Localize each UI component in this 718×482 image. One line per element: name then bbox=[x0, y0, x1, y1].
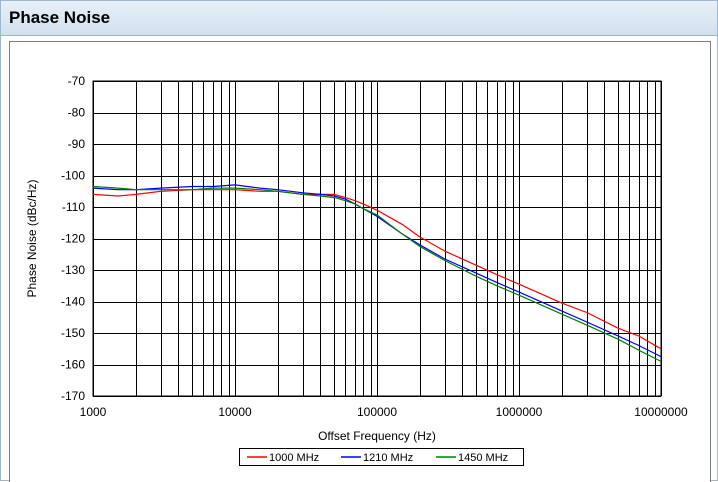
series-line-3 bbox=[92, 185, 662, 362]
series-line-1 bbox=[92, 189, 662, 350]
y-tick-label: -110 bbox=[62, 200, 85, 214]
y-tick-label: -90 bbox=[68, 137, 86, 151]
y-tick-label: -140 bbox=[61, 295, 85, 309]
y-tick-label: -120 bbox=[61, 232, 85, 246]
legend-box bbox=[239, 448, 524, 466]
x-tick-label: 10000 bbox=[218, 405, 252, 419]
chart-frame: -70 -80 -90 -100 -110 -120 -130 -140 -150 -160 -17… bbox=[9, 41, 711, 482]
x-tick-label: 100000 bbox=[357, 405, 397, 419]
y-tick-label: -130 bbox=[61, 263, 85, 277]
legend-label: 1000 MHz bbox=[269, 452, 319, 464]
x-tick-label: 1000 bbox=[80, 405, 107, 419]
y-tick-label: -80 bbox=[68, 106, 86, 120]
series-layer bbox=[92, 184, 662, 362]
legend-label: 1450 MHz bbox=[458, 452, 508, 464]
panel-title: Phase Noise bbox=[9, 8, 111, 27]
phase-noise-chart: -70 -80 -90 -100 -110 -120 -130 -140 -150 -160 -17… bbox=[25, 74, 688, 466]
y-tick-label: -150 bbox=[61, 326, 85, 340]
grid-layer bbox=[92, 80, 662, 397]
x-tick-label: 10000000 bbox=[634, 405, 688, 419]
y-tick-label: -170 bbox=[61, 389, 85, 403]
x-tick-label: 1000000 bbox=[496, 405, 543, 419]
y-tick-label: -160 bbox=[61, 358, 85, 372]
legend: 1000 MHz 1210 MHz 1450 MHz bbox=[239, 448, 524, 466]
legend-label: 1210 MHz bbox=[363, 452, 413, 464]
tick-layer: -70 -80 -90 -100 -110 -120 -130 -140 -150 -160 -17… bbox=[61, 74, 688, 419]
y-tick-label: -100 bbox=[61, 169, 85, 183]
y-axis-label: Phase Noise (dBc/Hz) bbox=[25, 179, 39, 297]
y-tick-label: -70 bbox=[68, 74, 86, 88]
panel-header: Phase Noise bbox=[1, 1, 717, 36]
x-axis-label: Offset Frequency (Hz) bbox=[318, 429, 436, 443]
